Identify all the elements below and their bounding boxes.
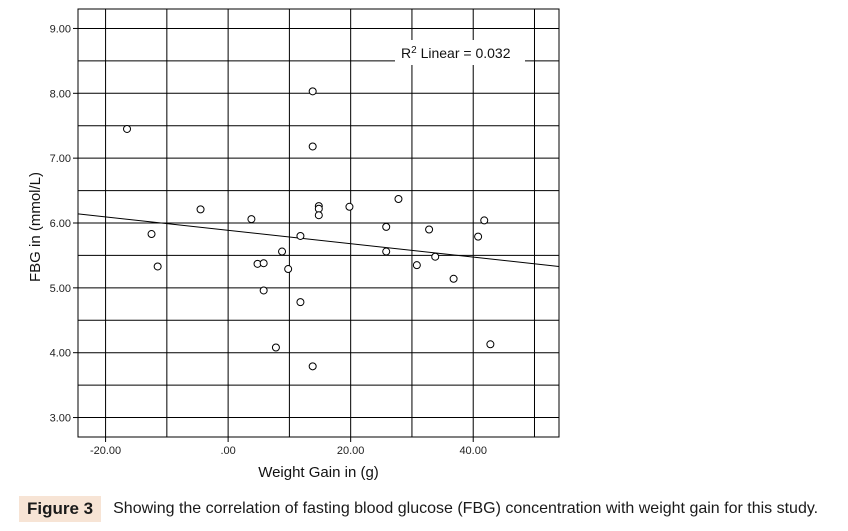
data-point bbox=[449, 274, 458, 283]
data-point bbox=[259, 259, 268, 268]
figure-caption: Figure 3 Showing the correlation of fast… bbox=[19, 494, 818, 524]
y-tick-label: 9.00 bbox=[50, 23, 71, 35]
y-tick-label: 6.00 bbox=[50, 218, 71, 230]
figure-caption-text: Showing the correlation of fasting blood… bbox=[113, 500, 819, 517]
data-point bbox=[425, 225, 434, 234]
data-point bbox=[412, 261, 421, 270]
linear-fit-line bbox=[77, 213, 560, 267]
data-point bbox=[247, 215, 256, 224]
r2-annotation-label: R2 Linear = 0.032 bbox=[401, 45, 511, 61]
data-point bbox=[196, 205, 205, 214]
data-point bbox=[382, 247, 391, 256]
data-point bbox=[345, 202, 354, 211]
scatter-figure: -20.00 .00 20.00 40.00 3.00 4.00 5.00 6.00 7.00 8… bbox=[27, 8, 560, 481]
y-tick-label: 4.00 bbox=[50, 348, 71, 360]
data-point bbox=[123, 124, 132, 133]
scatter-chart: -20.00 .00 20.00 40.00 3.00 4.00 5.00 6.00 7.00 8… bbox=[27, 8, 560, 481]
data-point bbox=[474, 232, 483, 241]
x-tick-label: 20.00 bbox=[337, 445, 365, 457]
data-point bbox=[431, 252, 440, 261]
data-point bbox=[394, 195, 403, 204]
x-tick-label: .00 bbox=[220, 445, 235, 457]
r2-annotation-box bbox=[395, 40, 525, 65]
data-point bbox=[314, 211, 323, 220]
x-tick-label: -20.00 bbox=[90, 445, 121, 457]
data-point bbox=[486, 340, 495, 349]
data-point bbox=[296, 298, 305, 307]
y-tick-label: 8.00 bbox=[50, 88, 71, 100]
x-tick-label: 40.00 bbox=[459, 445, 487, 457]
figure-caption-label: Figure 3 bbox=[19, 496, 102, 522]
data-point bbox=[382, 222, 391, 231]
y-tick-label: 3.00 bbox=[50, 413, 71, 425]
y-tick-label: 7.00 bbox=[50, 153, 71, 165]
data-point bbox=[308, 87, 317, 96]
data-point bbox=[271, 343, 280, 352]
data-point bbox=[284, 265, 293, 274]
y-axis-title: FBG in (mmol/L) bbox=[27, 172, 44, 282]
data-point bbox=[296, 231, 305, 240]
data-point bbox=[153, 262, 162, 271]
data-point bbox=[308, 362, 317, 371]
data-point bbox=[147, 230, 156, 239]
x-axis-title: Weight Gain in (g) bbox=[258, 464, 379, 481]
y-tick-label: 5.00 bbox=[50, 283, 71, 295]
data-point bbox=[278, 247, 287, 256]
data-point bbox=[308, 142, 317, 151]
data-point bbox=[314, 204, 323, 213]
data-point bbox=[480, 216, 489, 225]
data-point bbox=[259, 286, 268, 295]
